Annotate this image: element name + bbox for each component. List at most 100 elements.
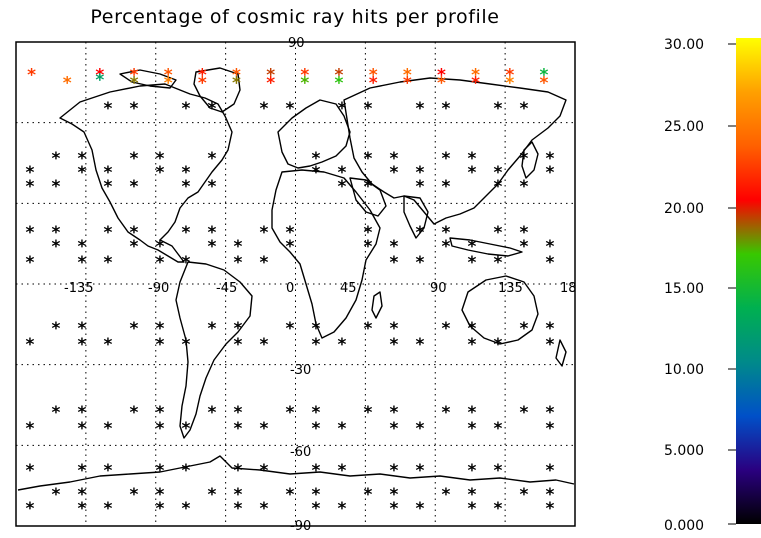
black-marker: * [130,403,139,423]
black-marker: * [468,419,477,439]
black-marker: * [546,237,555,257]
black-marker: * [546,419,555,439]
black-marker: * [390,403,399,423]
black-marker: * [312,419,321,439]
black-marker: * [52,403,61,423]
data-point: * [266,65,275,85]
black-marker: * [520,485,529,505]
black-marker: * [156,253,165,273]
black-marker: * [26,177,35,197]
coastline-outlines [17,67,575,491]
black-marker: * [390,253,399,273]
arabia-coastline [349,177,387,217]
black-marker: * [390,149,399,169]
colorbar-tick-label: 5.000 [664,443,704,459]
black-marker: * [494,499,503,519]
greenland-coastline [193,67,241,113]
black-marker: * [442,319,451,339]
data-point: * [198,65,207,85]
black-marker: * [312,499,321,519]
black-marker: * [182,499,191,519]
black-marker: * [78,237,87,257]
data-point: * [369,73,378,93]
data-point: * [471,65,480,85]
colorbar-tick-label: 10.00 [664,362,704,378]
map-title: Percentage of cosmic ray hits per profil… [90,6,500,28]
data-point: * [300,73,309,93]
black-marker: * [26,419,35,439]
lon-label: -45 [216,281,237,296]
black-marker: * [442,403,451,423]
arctic-islands-coastline [119,69,177,89]
data-point: * [403,65,412,85]
data-point: * [95,71,104,91]
black-marker: * [260,223,269,243]
colorbar-tick-label: 20.00 [664,201,704,217]
black-marker: * [286,237,295,257]
black-marker: * [468,485,477,505]
black-marker: * [312,163,321,183]
black-marker: * [390,499,399,519]
black-marker: * [494,223,503,243]
black-marker: * [104,419,113,439]
data-markers: * * ** ** ** ** ** ** ** ** ** ** ** ** ** ** [27,65,548,93]
black-marker: * [494,335,503,355]
north-america-coastline [59,83,233,263]
black-marker: * [494,99,503,119]
black-marker: * [338,163,347,183]
black-marker: * [468,237,477,257]
black-marker: * [156,461,165,481]
lon-label: 45 [340,281,357,296]
data-point: * [437,73,446,93]
black-marker: * [208,223,217,243]
black-marker: * [234,485,243,505]
black-marker: * [78,163,87,183]
data-point: * [471,73,480,93]
colorbar: 30.00 25.00 20.00 15.00 10.00 5.000 0.00… [664,37,761,534]
black-marker: * [390,237,399,257]
black-marker: * [520,319,529,339]
black-marker: * [442,223,451,243]
data-point: * [164,65,173,85]
black-marker: * [390,335,399,355]
black-marker: * [182,253,191,273]
black-marker: * [390,461,399,481]
black-marker: * [286,403,295,423]
black-marker: * [130,223,139,243]
black-marker: * [312,149,321,169]
black-marker: * [260,253,269,273]
black-marker: * [104,253,113,273]
black-marker: * [312,461,321,481]
black-marker: * [52,149,61,169]
black-marker: * [234,253,243,273]
black-marker: * [104,177,113,197]
black-marker: * [442,485,451,505]
black-marker: * [182,419,191,439]
black-marker: * [260,499,269,519]
black-marker: * [104,499,113,519]
lat-label: 90 [288,36,305,51]
black-marker: * [156,485,165,505]
lon-label: 18 [560,281,577,296]
black-marker: * [78,253,87,273]
black-marker: * [260,419,269,439]
lat-label: -90 [290,519,311,534]
data-point: * [403,73,412,93]
black-marker: * [468,253,477,273]
black-marker: * [494,177,503,197]
data-point: * [198,73,207,93]
black-marker: * [260,99,269,119]
black-marker: * [520,223,529,243]
black-marker: * [208,99,217,119]
black-marker: * [390,419,399,439]
black-marker: * [546,253,555,273]
black-marker: * [234,237,243,257]
black-marker: * [156,319,165,339]
black-marker: * [390,163,399,183]
black-marker: * [312,335,321,355]
black-marker: * [234,335,243,355]
black-marker: * [130,319,139,339]
south-america-coastline [175,261,253,439]
black-marker: * [130,237,139,257]
lon-label: 90 [430,281,447,296]
